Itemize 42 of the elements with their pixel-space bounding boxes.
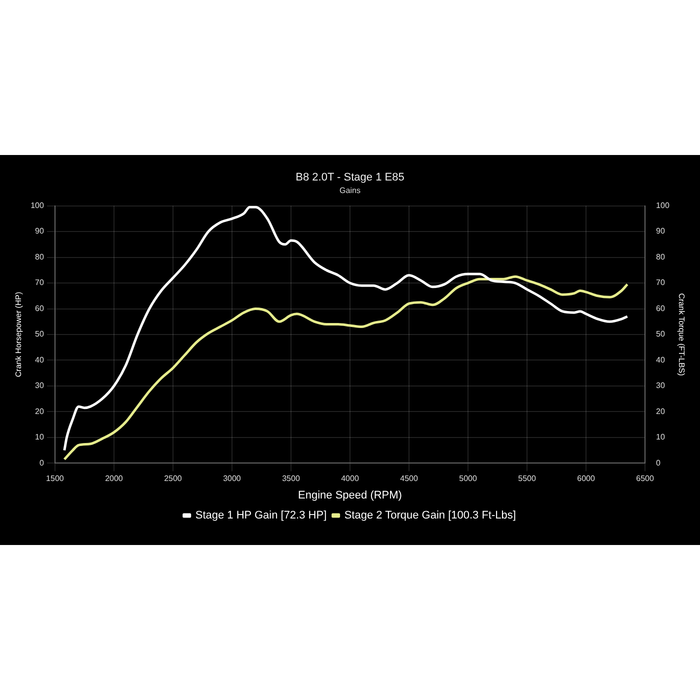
y2-axis-title: Crank Torque (FT-LBS) <box>676 293 686 376</box>
y2-tick-label: 70 <box>656 278 666 288</box>
x-tick-label: 1500 <box>46 474 64 484</box>
x-tick-label: 3500 <box>282 474 300 484</box>
y2-tick-label: 50 <box>656 330 666 339</box>
y-tick-label: 40 <box>35 355 44 364</box>
y2-tick-label: 40 <box>656 355 666 364</box>
x-axis-title: Engine Speed (RPM) <box>298 489 402 502</box>
y2-tick-label: 30 <box>656 381 666 390</box>
x-tick-label: 2500 <box>164 474 182 484</box>
x-tick-label: 6500 <box>636 474 654 484</box>
legend-label: Stage 1 HP Gain [72.3 HP] <box>195 510 327 522</box>
y-tick-label: 30 <box>35 381 44 390</box>
y-tick-label: 10 <box>35 432 44 442</box>
y2-tick-label: 20 <box>656 406 666 416</box>
y-tick-label: 70 <box>35 278 44 288</box>
y-tick-label: 80 <box>35 252 44 262</box>
y-tick-label: 50 <box>35 330 44 339</box>
x-tick-label: 5500 <box>518 474 536 484</box>
y2-tick-label: 80 <box>656 252 666 262</box>
y2-tick-label: 0 <box>656 458 662 468</box>
y-tick-label: 100 <box>30 201 44 210</box>
y-tick-label: 20 <box>35 406 44 416</box>
y2-tick-label: 90 <box>656 226 666 236</box>
chart-subtitle: Gains <box>340 186 360 196</box>
line-series <box>63 206 629 452</box>
x-tick-label: 3000 <box>223 474 242 484</box>
x-tick-label: 4500 <box>400 474 418 484</box>
y-tick-label: 60 <box>35 304 44 313</box>
x-tick-label: 2000 <box>105 474 124 484</box>
y2-tick-label: 10 <box>656 432 666 442</box>
y-axis-title: Crank Horsepower (HP) <box>14 291 24 378</box>
y-tick-label: 90 <box>35 226 44 236</box>
chart-title: B8 2.0T - Stage 1 E85 <box>296 172 404 184</box>
y-tick-label: 0 <box>39 458 44 468</box>
x-tick-label: 6000 <box>577 474 596 484</box>
x-tick-label: 5000 <box>459 474 478 484</box>
y2-tick-label: 100 <box>656 201 670 210</box>
legend-label: Stage 2 Torque Gain [100.3 Ft-Lbs] <box>344 510 516 522</box>
y2-tick-label: 60 <box>656 304 666 313</box>
x-tick-label: 4000 <box>341 474 360 484</box>
line-series <box>63 275 629 461</box>
